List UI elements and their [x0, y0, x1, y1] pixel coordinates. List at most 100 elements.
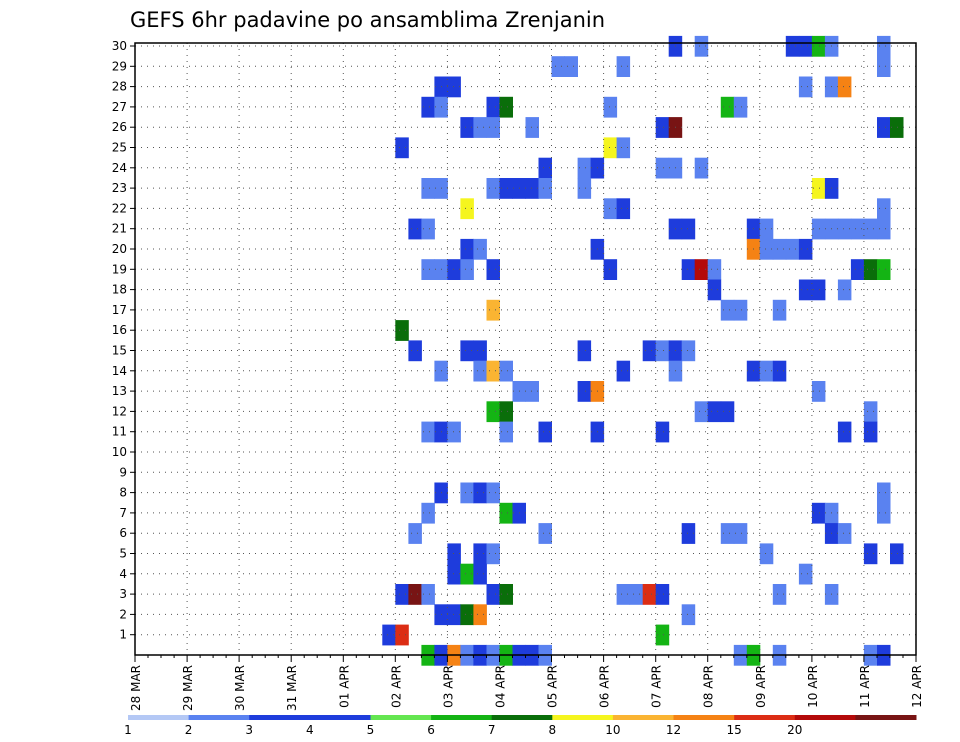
heatmap-cell	[499, 360, 513, 382]
heatmap-cell	[421, 421, 435, 443]
heatmap-cell	[486, 178, 500, 199]
heatmap-cell	[473, 117, 487, 138]
heatmap-cell	[603, 137, 618, 159]
heatmap-cell	[863, 401, 878, 423]
heatmap-cell	[473, 543, 487, 565]
y-tick-label: 12	[112, 404, 127, 418]
x-tick-label: 30 MAR	[233, 665, 247, 711]
grid-lines	[135, 43, 916, 655]
heatmap-cell	[877, 56, 891, 77]
heatmap-cell	[798, 35, 813, 57]
heatmap-cell	[421, 218, 435, 240]
heatmap-cell	[499, 502, 513, 524]
legend-swatch	[612, 715, 674, 720]
heatmap-cell	[877, 218, 891, 240]
heatmap-cell	[850, 259, 865, 280]
heatmap-cell	[538, 157, 552, 179]
heatmap-cell	[603, 259, 618, 280]
heatmap-cell	[837, 279, 852, 301]
legend-swatch	[309, 715, 371, 720]
heatmap-cell	[421, 259, 435, 280]
heatmap-cell	[733, 96, 748, 118]
y-tick-label: 22	[112, 201, 127, 215]
heatmap-cell	[811, 502, 826, 524]
heatmap-cell	[681, 523, 696, 544]
x-tick-label: 10 APR	[806, 665, 820, 708]
heatmap-cell	[408, 218, 422, 240]
legend-swatch	[249, 715, 311, 720]
x-tick-label: 04 APR	[494, 665, 508, 708]
y-tick-label: 5	[119, 547, 127, 561]
heatmap-cell	[850, 218, 865, 240]
heatmap-cell	[473, 340, 487, 362]
heatmap-cell	[499, 584, 513, 605]
y-tick-label: 1	[119, 628, 127, 642]
heatmap-cell	[447, 543, 461, 565]
y-tick-label: 20	[112, 242, 127, 256]
x-tick-label: 02 APR	[389, 665, 403, 708]
heatmap-cell	[486, 299, 500, 321]
heatmap-cell	[460, 340, 474, 362]
heatmap-cell	[772, 299, 787, 321]
heatmap-cell	[863, 259, 878, 280]
y-tick-label: 26	[112, 120, 127, 134]
legend-swatch	[673, 715, 735, 720]
x-tick-label: 31 MAR	[285, 665, 299, 711]
x-tick-label: 11 APR	[858, 665, 872, 708]
heatmap-cell	[616, 56, 631, 77]
heatmap-cell	[655, 421, 670, 443]
legend-label: 12	[666, 723, 681, 737]
heatmap-cell	[538, 178, 552, 199]
heatmap-cell	[811, 218, 826, 240]
heatmap-cell	[733, 523, 748, 544]
heatmap-cell	[577, 340, 592, 362]
heatmap-cell	[863, 421, 878, 443]
legend-label: 15	[727, 723, 742, 737]
heatmap-cell	[447, 563, 461, 585]
heatmap-cell	[694, 401, 709, 423]
legend-label: 8	[548, 723, 556, 737]
heatmap-cell	[486, 584, 500, 605]
heatmap-cell	[499, 96, 513, 118]
heatmap-cell	[460, 563, 474, 585]
heatmap-cell	[837, 421, 852, 443]
heatmap-cell	[759, 218, 774, 240]
heatmap-cell	[577, 178, 592, 199]
heatmap-cell	[694, 157, 709, 179]
y-tick-label: 21	[112, 222, 127, 236]
legend-label: 7	[488, 723, 496, 737]
heatmap-cell	[447, 604, 461, 626]
y-tick-label: 14	[112, 364, 127, 378]
heatmap-cell	[707, 401, 722, 423]
heatmap-cell	[421, 96, 435, 118]
y-tick-label: 15	[112, 344, 127, 358]
heatmap-cell	[616, 137, 631, 159]
y-axis: 1234567891011121314151617181920212223242…	[112, 39, 135, 642]
heatmap-cell	[447, 259, 461, 280]
heatmap-cell	[811, 381, 826, 402]
heatmap-cell	[460, 117, 474, 138]
heatmap-cell	[694, 35, 709, 57]
heatmap-cell	[811, 178, 826, 199]
heatmap-cell	[837, 218, 852, 240]
heatmap-cell	[798, 279, 813, 301]
heatmap-cell	[486, 482, 500, 504]
heatmap-cell	[642, 584, 657, 605]
legend-label: 1	[124, 723, 132, 737]
y-tick-label: 3	[119, 587, 127, 601]
legend-label: 4	[306, 723, 314, 737]
heatmap-cell	[395, 320, 409, 341]
y-tick-label: 17	[112, 303, 127, 317]
y-tick-label: 6	[119, 526, 127, 540]
legend-swatch	[431, 715, 493, 720]
heatmap-cell	[772, 584, 787, 605]
heatmap-cell	[798, 76, 813, 98]
heatmap-cell	[759, 360, 774, 382]
heatmap-cell	[460, 482, 474, 504]
heatmap-cell	[863, 543, 878, 565]
y-tick-label: 24	[112, 161, 127, 175]
x-tick-label: 29 MAR	[181, 665, 195, 711]
heatmap-cell	[408, 523, 422, 544]
y-tick-label: 8	[119, 486, 127, 500]
